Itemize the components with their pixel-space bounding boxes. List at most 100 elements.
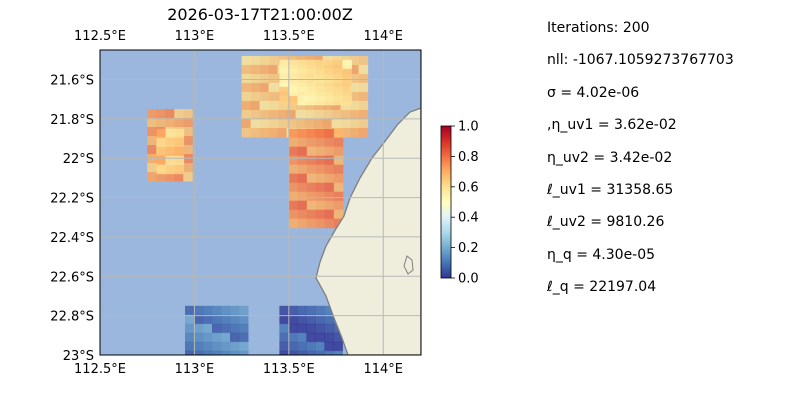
heatmap-cell: [306, 341, 316, 352]
heatmap-cell: [358, 55, 369, 66]
heatmap-cell: [333, 68, 343, 79]
heatmap-cell: [279, 323, 289, 334]
heatmap-cell: [288, 128, 299, 139]
heatmap-cell: [306, 173, 317, 184]
heatmap-cell: [268, 91, 279, 102]
heatmap-cell: [306, 200, 317, 211]
heatmap-cell: [241, 73, 252, 84]
y-tick-label: 22.2°S: [50, 192, 94, 207]
heatmap-cell: [324, 191, 335, 202]
heatmap-cell: [279, 350, 289, 355]
heatmap-cell: [279, 77, 289, 88]
y-tick-label: 22.4°S: [50, 231, 94, 246]
heatmap-cell: [277, 118, 288, 129]
heatmap-cell: [297, 341, 307, 352]
heatmap-cell: [194, 314, 204, 325]
heatmap-cell: [259, 82, 270, 93]
heatmap-cell: [315, 341, 325, 352]
heatmap-cell: [288, 200, 299, 211]
heatmap-cell: [156, 146, 167, 157]
colorbar-tick-label: 0.6: [458, 180, 479, 195]
heatmap-cell: [279, 68, 289, 79]
heatmap-cell: [221, 332, 231, 343]
heatmap-cell: [322, 109, 333, 120]
heatmap-cell: [239, 350, 249, 355]
param-line: ,η_uv1 = 3.62e-02: [547, 117, 677, 134]
heatmap-cell: [306, 218, 317, 229]
heatmap-cell: [259, 64, 270, 75]
heatmap-cell: [241, 127, 252, 138]
param-line: η_uv2 = 3.42e-02: [547, 149, 673, 166]
heatmap-cell: [315, 59, 325, 70]
heatmap-cell: [259, 127, 270, 138]
heatmap-cell: [259, 109, 270, 120]
heatmap-cell: [241, 91, 252, 102]
heatmap-cell: [295, 100, 306, 111]
heatmap-cell: [324, 128, 335, 139]
heatmap-cell: [165, 118, 175, 128]
heatmap-cell: [297, 305, 307, 316]
heatmap-cell: [315, 350, 325, 355]
heatmap-cell: [268, 82, 279, 93]
x-ticks-top: 112.5°E 113°E 113.5°E 114°E: [74, 29, 403, 44]
heatmap-cell: [288, 332, 298, 343]
x-tick-label-bottom: 113.5°E: [263, 362, 315, 377]
param-line: ℓ_uv2 = 9810.26: [547, 214, 665, 231]
heatmap-cell: [156, 109, 166, 119]
heatmap-cell: [333, 155, 344, 166]
heatmap-cell: [156, 164, 167, 175]
heatmap-cell: [358, 82, 369, 93]
map-plot-area: [100, 50, 421, 355]
heatmap-cell: [342, 95, 352, 106]
heatmap-cell: [156, 155, 167, 166]
heatmap-cell: [241, 82, 252, 93]
heatmap-cell: [288, 68, 298, 79]
heatmap-cell: [349, 55, 360, 66]
heatmap-cell: [221, 305, 231, 316]
heatmap-cell: [340, 127, 351, 138]
heatmap-cell: [333, 332, 343, 343]
heatmap-cell: [333, 341, 343, 352]
heatmap-cell: [324, 86, 334, 97]
heatmap-cell: [203, 305, 213, 316]
heatmap-cell: [315, 218, 326, 229]
heatmap-cell: [212, 332, 222, 343]
heatmap-cell: [297, 218, 308, 229]
heatmap-cell: [288, 305, 298, 316]
heatmap-cell: [212, 314, 222, 325]
heatmap-cell: [358, 73, 369, 84]
heatmap-cell: [306, 182, 317, 193]
heatmap-cell: [183, 163, 193, 173]
heatmap-cell: [203, 341, 213, 352]
heatmap-cell: [297, 173, 308, 184]
heatmap-cell: [230, 341, 240, 352]
heatmap-cell: [241, 109, 252, 120]
heatmap-cell: [147, 145, 157, 155]
heatmap-cell: [259, 118, 270, 129]
colorbar-tick-label: 0.8: [458, 150, 479, 165]
heatmap-cell: [297, 146, 308, 157]
heatmap-region-south-patch-west: [185, 305, 249, 355]
heatmap-cell: [194, 323, 204, 334]
heatmap-cell: [297, 95, 307, 106]
heatmap-cell: [239, 332, 249, 343]
island: [403, 255, 414, 275]
heatmap-cell: [297, 68, 307, 79]
y-tick-label: 22.6°S: [50, 270, 94, 285]
heatmap-cell: [313, 100, 324, 111]
y-tick-label: 22.8°S: [50, 310, 94, 325]
colorbar-tick-label: 0.4: [458, 211, 479, 226]
y-ticks: 21.6°S 21.8°S 22°S 22.2°S 22.4°S 22.6°S 22.8°S…: [50, 74, 94, 364]
heatmap-cell: [286, 109, 297, 120]
heatmap-cell: [268, 109, 279, 120]
heatmap-cell: [315, 314, 325, 325]
heatmap-cell: [185, 341, 195, 352]
colorbar-ticks: 0.0 0.2 0.4 0.6 0.8 1.0: [451, 120, 479, 287]
heatmap-cell: [304, 100, 315, 111]
heatmap-cell: [268, 73, 279, 84]
heatmap-cell: [297, 332, 307, 343]
x-tick-label-top: 113.5°E: [263, 29, 315, 44]
heatmap-cell: [324, 146, 335, 157]
heatmap-cell: [358, 91, 369, 102]
